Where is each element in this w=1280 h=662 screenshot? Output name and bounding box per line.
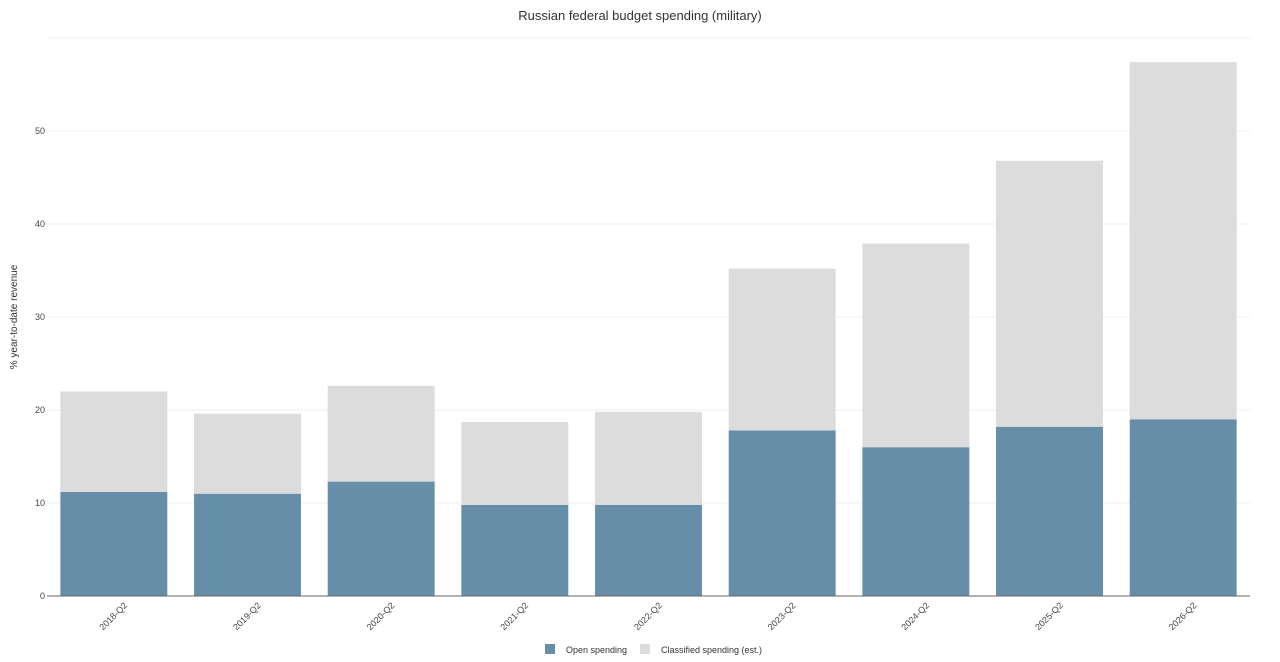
y-axis-title: % year-to-date revenue (9, 264, 20, 369)
bar-classified-2024-Q2 (862, 243, 970, 448)
x-tick-label: 2019-Q2 (231, 600, 263, 632)
y-tick-label: 50 (35, 126, 45, 136)
bar-open-2025-Q2 (996, 426, 1103, 596)
legend-swatch-classified (640, 644, 650, 654)
x-tick-label: 2023-Q2 (766, 600, 798, 632)
y-tick-label: 0 (40, 591, 45, 601)
x-tick-label: 2026-Q2 (1167, 600, 1199, 632)
x-tick-label: 2018-Q2 (97, 600, 129, 632)
bar-classified-2026-Q2 (1129, 62, 1237, 420)
bar-open-2021-Q2 (461, 504, 569, 596)
legend-label-classified: Classified spending (est.) (661, 645, 762, 655)
x-tick-label: 2022-Q2 (632, 600, 664, 632)
bar-classified-2021-Q2 (461, 422, 569, 505)
y-tick-label: 20 (35, 405, 45, 415)
bar-classified-2025-Q2 (996, 160, 1103, 427)
bar-classified-2019-Q2 (194, 413, 301, 494)
bar-open-2019-Q2 (194, 493, 301, 596)
x-axis-ticks: 2018-Q2 2019-Q2 2020-Q2 2021-Q2 2022-Q2 2023-… (97, 600, 1198, 632)
chart-title: Russian federal budget spending (militar… (518, 8, 762, 23)
bar-open-2018-Q2 (60, 491, 168, 596)
legend-label-open: Open spending (566, 645, 627, 655)
y-tick-label: 10 (35, 498, 45, 508)
legend-swatch-open (545, 644, 555, 654)
bar-classified-2022-Q2 (595, 411, 702, 505)
bars (60, 62, 1237, 596)
bar-classified-2018-Q2 (60, 391, 168, 492)
bar-open-2024-Q2 (862, 447, 970, 596)
x-tick-label: 2024-Q2 (899, 600, 931, 632)
bar-open-2023-Q2 (728, 430, 836, 596)
bar-open-2026-Q2 (1129, 419, 1237, 596)
bar-classified-2023-Q2 (728, 268, 836, 431)
y-axis-ticks: 0 10 20 30 40 50 (35, 126, 45, 601)
y-tick-label: 30 (35, 312, 45, 322)
x-tick-label: 2021-Q2 (498, 600, 530, 632)
x-tick-label: 2025-Q2 (1033, 600, 1065, 632)
bar-classified-2020-Q2 (327, 385, 435, 482)
bar-open-2020-Q2 (327, 481, 435, 596)
bar-open-2022-Q2 (595, 504, 702, 596)
x-tick-label: 2020-Q2 (365, 600, 397, 632)
y-tick-label: 40 (35, 219, 45, 229)
legend: Open spending Classified spending (est.) (545, 644, 762, 655)
